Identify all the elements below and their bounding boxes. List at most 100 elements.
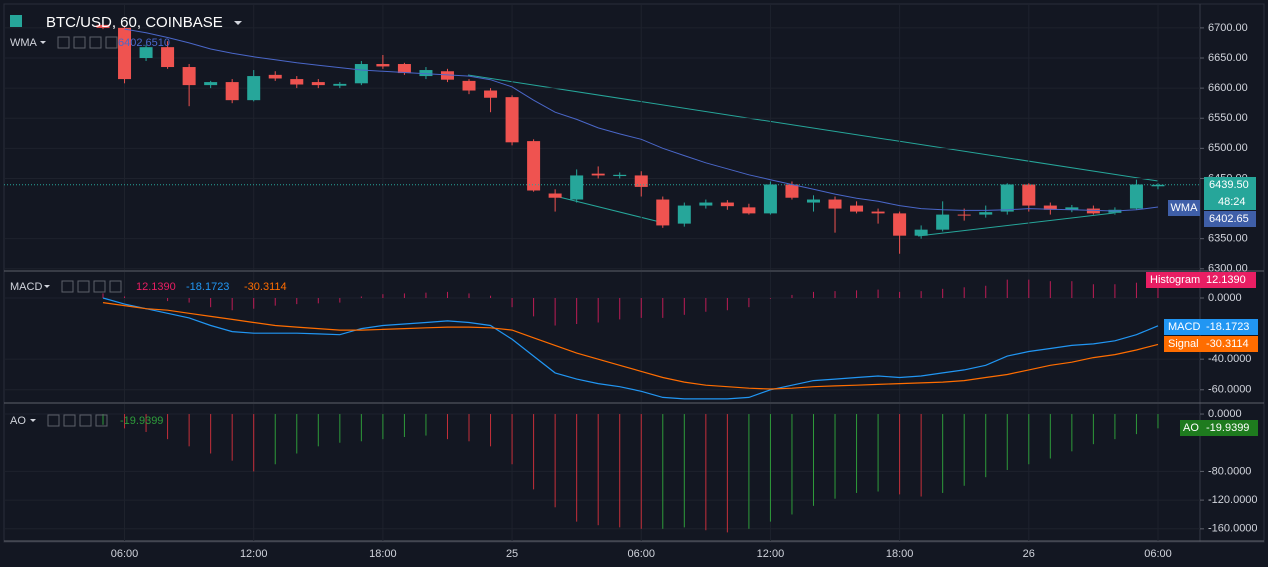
legend-value: -30.3114 <box>244 281 287 293</box>
badge <box>1168 200 1200 216</box>
badges: WMA 6439.50 48:24 6402.65 Histogram 12.1… <box>1146 177 1258 436</box>
candle-body <box>333 83 347 86</box>
candle-body <box>527 141 541 191</box>
legend-name[interactable]: MACD <box>10 281 42 293</box>
badge <box>1164 336 1202 352</box>
candle-body <box>1022 184 1036 206</box>
control[interactable] <box>79 414 92 427</box>
legend-name[interactable]: AO <box>10 415 26 427</box>
candle-body <box>699 202 713 206</box>
x-tick-label: 18:00 <box>369 548 397 560</box>
x-tick-label: 06:00 <box>627 548 655 560</box>
candle-body <box>1151 184 1165 187</box>
dropdown-arrow[interactable] <box>30 419 36 422</box>
candle-body <box>225 82 239 101</box>
badge-label: Histogram <box>1150 274 1200 286</box>
x-tick-label: 26 <box>1023 548 1035 560</box>
y-tick-label: 6300.00 <box>1208 263 1248 275</box>
candle-body <box>742 207 756 214</box>
candle-body <box>850 205 864 212</box>
candle-body <box>290 79 304 85</box>
legend-value: 12.1390 <box>136 281 176 293</box>
candle-body <box>806 199 820 203</box>
legend-value: -18.1723 <box>186 281 229 293</box>
y-tick-label: 0.0000 <box>1208 292 1242 304</box>
x-tick-label: 12:00 <box>757 548 785 560</box>
badge <box>1204 193 1256 210</box>
badge-value: -30.3114 <box>1206 338 1249 350</box>
candle-body <box>957 214 971 216</box>
candle-body <box>1129 184 1143 209</box>
y-tick-label: -160.0000 <box>1208 523 1258 535</box>
overlay-line <box>124 28 1159 212</box>
trend-line <box>554 195 661 223</box>
badge <box>1202 272 1256 288</box>
dropdown-arrow[interactable] <box>234 21 242 25</box>
control[interactable] <box>93 280 106 293</box>
control[interactable] <box>47 414 60 427</box>
candle-body <box>484 90 498 98</box>
y-tick-label: 0.0000 <box>1208 408 1242 420</box>
candle-body <box>247 76 261 101</box>
badge-label: AO <box>1183 422 1199 434</box>
control[interactable] <box>89 36 102 49</box>
y-tick-label: 6350.00 <box>1208 233 1248 245</box>
control[interactable] <box>63 414 76 427</box>
control[interactable] <box>109 280 122 293</box>
trend-line <box>467 74 1159 182</box>
candle-body <box>354 64 368 84</box>
badge <box>1202 336 1258 352</box>
control[interactable] <box>57 36 70 49</box>
y-tick-label: 6650.00 <box>1208 52 1248 64</box>
badge-label: Signal <box>1168 338 1199 350</box>
indicator-controls[interactable] <box>47 414 108 427</box>
legend-name[interactable]: WMA <box>10 37 38 49</box>
badge <box>1204 177 1256 193</box>
control[interactable] <box>73 36 86 49</box>
trend-line <box>917 212 1115 237</box>
candle-body <box>204 82 218 86</box>
candle-body <box>893 213 907 236</box>
candle-body <box>419 70 433 77</box>
candle-body <box>311 82 325 86</box>
y-tick-label: 6550.00 <box>1208 112 1248 124</box>
candle-body <box>936 214 950 230</box>
candle-body <box>505 97 519 143</box>
chart-title[interactable]: BTC/USD, 60, COINBASE <box>46 14 223 31</box>
control[interactable] <box>61 280 74 293</box>
control[interactable] <box>105 36 118 49</box>
badge <box>1202 420 1258 436</box>
control[interactable] <box>95 414 108 427</box>
marks: 6300.006350.006450.006500.006550.006600.… <box>4 5 1258 541</box>
candle-body <box>268 74 282 79</box>
countdown: 48:24 <box>1218 196 1246 208</box>
legend-value: -19.9399 <box>120 415 163 427</box>
candle-body <box>634 175 648 187</box>
candle-body <box>161 47 175 68</box>
candle-body <box>1086 208 1100 214</box>
candle-body <box>440 71 454 80</box>
candle-body <box>677 205 691 224</box>
y-tick-label: -60.0000 <box>1208 384 1251 396</box>
indicator-controls[interactable] <box>61 280 122 293</box>
candle-body <box>462 80 476 91</box>
symbol-icon[interactable] <box>10 15 22 27</box>
badge <box>1180 420 1202 436</box>
frame <box>3 3 1265 543</box>
candle-body <box>914 229 928 236</box>
candle-body <box>656 199 670 226</box>
dropdown-arrow[interactable] <box>40 41 46 44</box>
badge-value: 12.1390 <box>1206 274 1246 286</box>
badge <box>1146 272 1202 288</box>
x-tick-label: 25 <box>506 548 518 560</box>
indicator-controls[interactable] <box>57 36 118 49</box>
candle-body <box>96 24 110 28</box>
x-tick-label: 06:00 <box>111 548 139 560</box>
badge-label: WMA <box>1171 202 1199 214</box>
badge-value: -18.1723 <box>1206 321 1249 333</box>
badge <box>1164 319 1202 335</box>
dropdown-arrow[interactable] <box>44 285 50 288</box>
control[interactable] <box>77 280 90 293</box>
candle-body <box>182 67 196 86</box>
